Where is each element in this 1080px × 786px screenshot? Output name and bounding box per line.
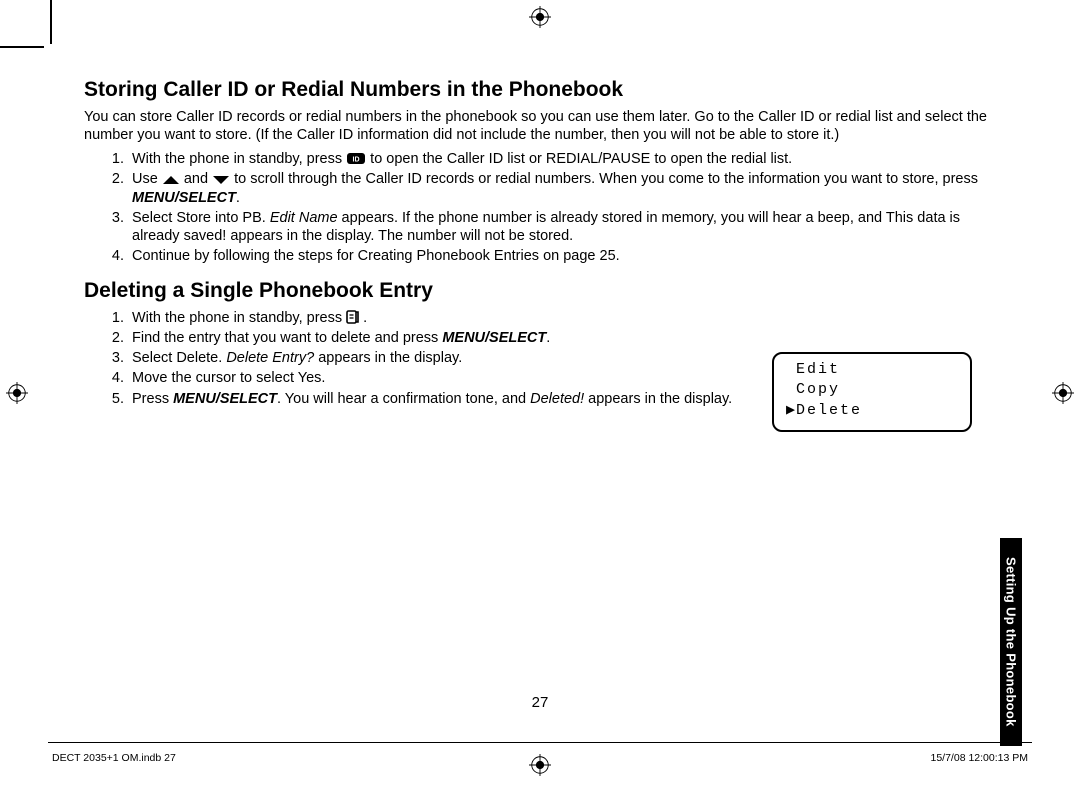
step-text: . You will hear a confirmation tone, and bbox=[277, 391, 530, 407]
registration-mark-icon bbox=[6, 382, 28, 404]
section-tab: Setting Up the Phonebook bbox=[1000, 538, 1022, 746]
step-text: to scroll through the Caller ID records … bbox=[230, 171, 978, 187]
menu-select-label: MENU/SELECT bbox=[442, 330, 546, 346]
up-arrow-icon bbox=[162, 175, 180, 185]
section-heading-storing: Storing Caller ID or Redial Numbers in t… bbox=[84, 78, 1000, 102]
step-text: appears in the display. bbox=[584, 391, 732, 407]
crop-mark bbox=[50, 0, 52, 44]
deleted-label: Deleted! bbox=[530, 391, 584, 407]
phonebook-icon bbox=[346, 310, 359, 324]
step-text: appears in the display. bbox=[314, 350, 462, 366]
section-intro: You can store Caller ID records or redia… bbox=[84, 108, 1000, 144]
step-text: Select Store into PB. bbox=[132, 210, 270, 226]
lcd-row: Edit bbox=[796, 361, 840, 378]
list-item: Continue by following the steps for Crea… bbox=[128, 247, 1000, 265]
step-text: . bbox=[236, 190, 240, 206]
list-item: Select Store into PB. Edit Name appears.… bbox=[128, 209, 1000, 245]
caller-id-icon: ID bbox=[346, 152, 366, 165]
step-text: . bbox=[359, 310, 367, 326]
step-text: and bbox=[180, 171, 212, 187]
registration-mark-icon bbox=[529, 754, 551, 776]
step-text: Find the entry that you want to delete a… bbox=[132, 330, 442, 346]
step-text: Continue by following the steps for Crea… bbox=[132, 248, 620, 264]
step-text: Use bbox=[132, 171, 162, 187]
footer-filename: DECT 2035+1 OM.indb 27 bbox=[52, 752, 176, 764]
step-text: . bbox=[546, 330, 550, 346]
step-text: Select Delete. bbox=[132, 350, 226, 366]
registration-mark-icon bbox=[529, 6, 551, 28]
lcd-row: Copy bbox=[796, 381, 840, 398]
down-arrow-icon bbox=[212, 175, 230, 185]
footer-timestamp: 15/7/08 12:00:13 PM bbox=[931, 752, 1029, 764]
step-text: to open the Caller ID list or REDIAL/PAU… bbox=[366, 151, 792, 167]
step-text: Move the cursor to select Yes. bbox=[132, 370, 325, 386]
list-item: Use and to scroll through the Caller ID … bbox=[128, 170, 1000, 206]
storing-steps-list: With the phone in standby, press ID to o… bbox=[128, 150, 1000, 265]
page-number: 27 bbox=[0, 694, 1080, 711]
list-item: With the phone in standby, press ID to o… bbox=[128, 150, 1000, 168]
lcd-row: Delete bbox=[796, 402, 862, 419]
step-text: With the phone in standby, press bbox=[132, 151, 346, 167]
registration-mark-icon bbox=[1052, 382, 1074, 404]
step-text: With the phone in standby, press bbox=[132, 310, 346, 326]
menu-select-label: MENU/SELECT bbox=[173, 391, 277, 407]
section-heading-deleting: Deleting a Single Phonebook Entry bbox=[84, 279, 1000, 303]
svg-text:ID: ID bbox=[353, 157, 360, 164]
lcd-screen-graphic: Edit Copy ▶Delete bbox=[772, 352, 972, 432]
delete-entry-label: Delete Entry? bbox=[226, 350, 314, 366]
edit-name-label: Edit Name bbox=[270, 210, 338, 226]
step-text: Press bbox=[132, 391, 173, 407]
crop-mark bbox=[0, 46, 44, 48]
list-item: With the phone in standby, press . bbox=[128, 309, 1000, 327]
footer-rule bbox=[48, 742, 1032, 743]
menu-select-label: MENU/SELECT bbox=[132, 190, 236, 206]
list-item: Find the entry that you want to delete a… bbox=[128, 329, 1000, 347]
